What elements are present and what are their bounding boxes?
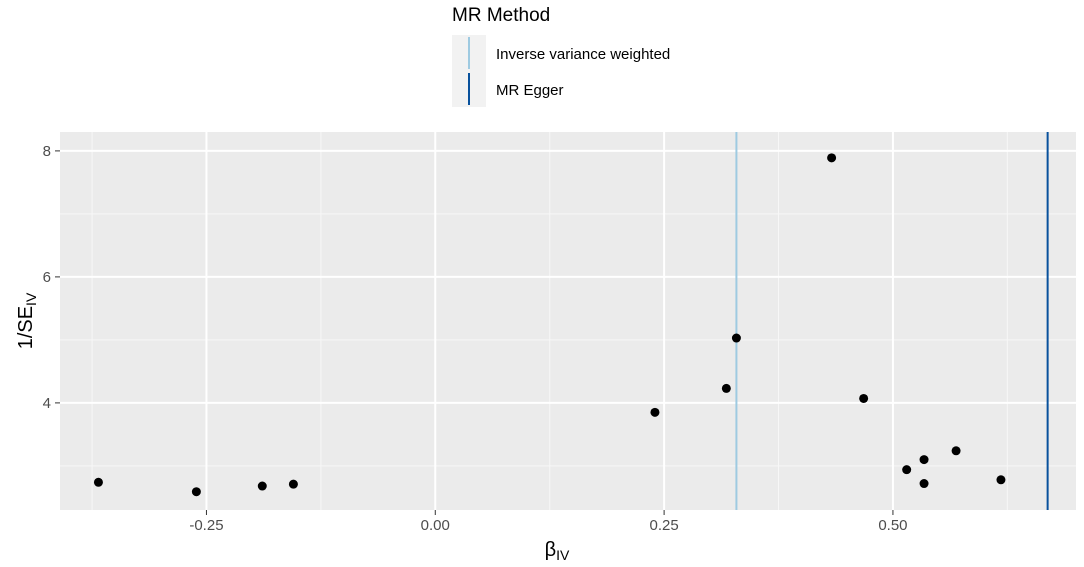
y-tick-label: 4 bbox=[43, 395, 51, 412]
x-tick-label: 0.00 bbox=[421, 517, 450, 534]
y-axis-title-main: 1/SE bbox=[15, 306, 37, 349]
x-axis-title: βIV bbox=[545, 539, 570, 563]
x-tick-label: 0.25 bbox=[650, 517, 679, 534]
x-tick-label: -0.25 bbox=[189, 517, 223, 534]
data-point bbox=[859, 393, 869, 403]
data-point bbox=[827, 153, 837, 163]
method-lines bbox=[735, 132, 1049, 510]
data-point bbox=[902, 465, 912, 475]
data-point bbox=[919, 455, 929, 465]
y-tick-label: 8 bbox=[43, 143, 51, 160]
data-point bbox=[257, 481, 267, 491]
legend: MR Method Inverse variance weighted MR E… bbox=[452, 5, 670, 107]
legend-label-egger: MR Egger bbox=[496, 82, 564, 99]
y-axis-title-sub: IV bbox=[23, 292, 39, 306]
x-axis-title-sub: IV bbox=[556, 547, 570, 563]
legend-label-ivw: Inverse variance weighted bbox=[496, 46, 670, 63]
data-point bbox=[721, 383, 731, 393]
data-point bbox=[996, 475, 1006, 485]
data-point bbox=[919, 479, 929, 489]
grid-lines bbox=[60, 132, 1076, 510]
data-point bbox=[951, 446, 961, 456]
data-point bbox=[288, 479, 298, 489]
x-axis-title-main: β bbox=[545, 539, 557, 561]
data-point bbox=[93, 477, 103, 487]
y-axis: 4 6 8 bbox=[43, 143, 60, 412]
x-tick-label: 0.50 bbox=[878, 517, 907, 534]
x-axis: -0.25 0.00 0.25 0.50 bbox=[189, 510, 908, 534]
y-axis-title: 1/SEIV bbox=[15, 292, 39, 349]
y-tick-label: 6 bbox=[43, 269, 51, 286]
legend-title: MR Method bbox=[452, 5, 550, 26]
data-point bbox=[731, 333, 741, 343]
data-points bbox=[93, 153, 1006, 497]
data-point bbox=[191, 487, 201, 497]
plot-panel bbox=[60, 132, 1076, 510]
data-point bbox=[650, 407, 660, 417]
